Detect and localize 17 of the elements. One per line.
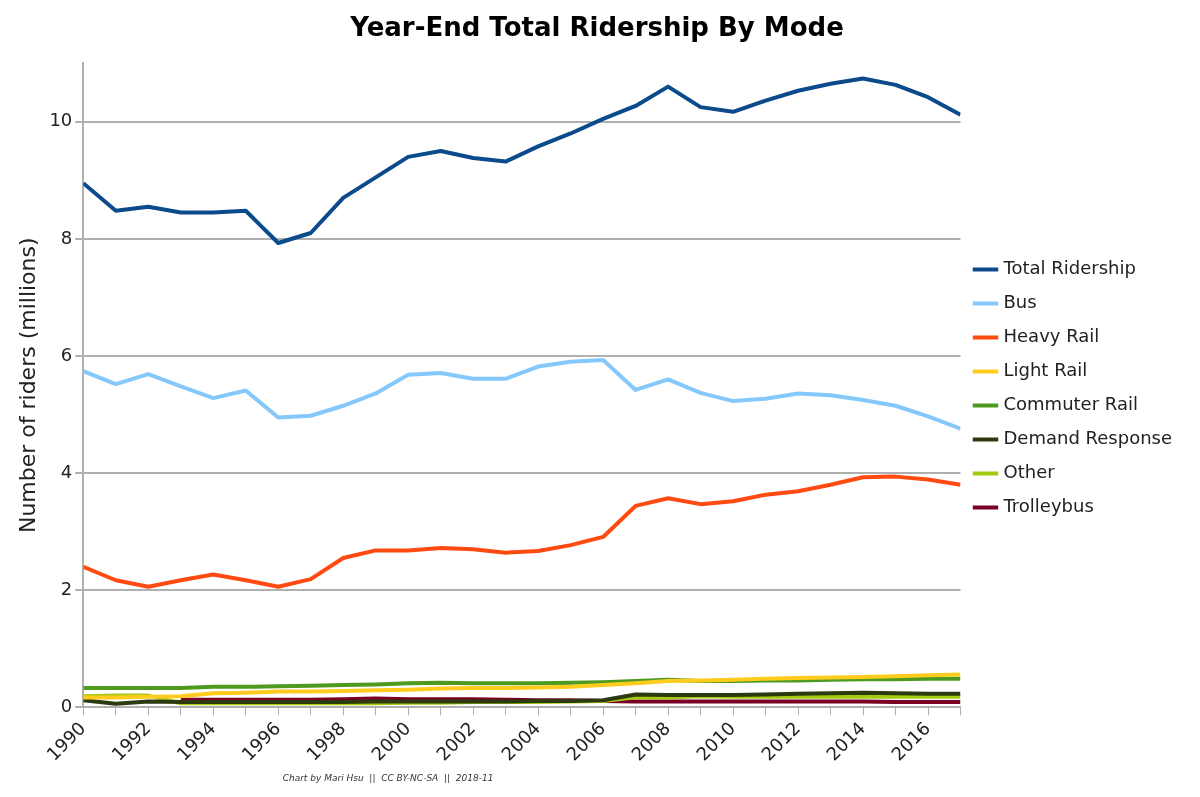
y-tick-label: 4 <box>60 460 73 482</box>
y-tick-label: 0 <box>60 695 73 717</box>
legend-label: Trolleybus <box>1002 495 1094 517</box>
y-axis-title: Number of riders (millions) <box>14 237 40 534</box>
legend-label: Other <box>1003 461 1056 483</box>
legend-label: Commuter Rail <box>1003 393 1138 415</box>
legend-label: Total Ridership <box>1002 257 1136 279</box>
y-tick-label: 6 <box>60 343 73 365</box>
legend-label: Demand Response <box>1003 427 1173 449</box>
chart-title: Year-End Total Ridership By Mode <box>349 12 844 43</box>
legend-label: Light Rail <box>1003 359 1088 381</box>
y-tick-label: 10 <box>49 109 73 131</box>
y-tick-label: 8 <box>60 226 73 248</box>
y-tick-label: 2 <box>60 577 73 599</box>
legend-label: Heavy Rail <box>1003 325 1100 347</box>
legend-label: Bus <box>1003 291 1037 313</box>
text: Chart by Mari Hsu || CC BY-NC-SA || 2018-11 <box>282 773 494 783</box>
